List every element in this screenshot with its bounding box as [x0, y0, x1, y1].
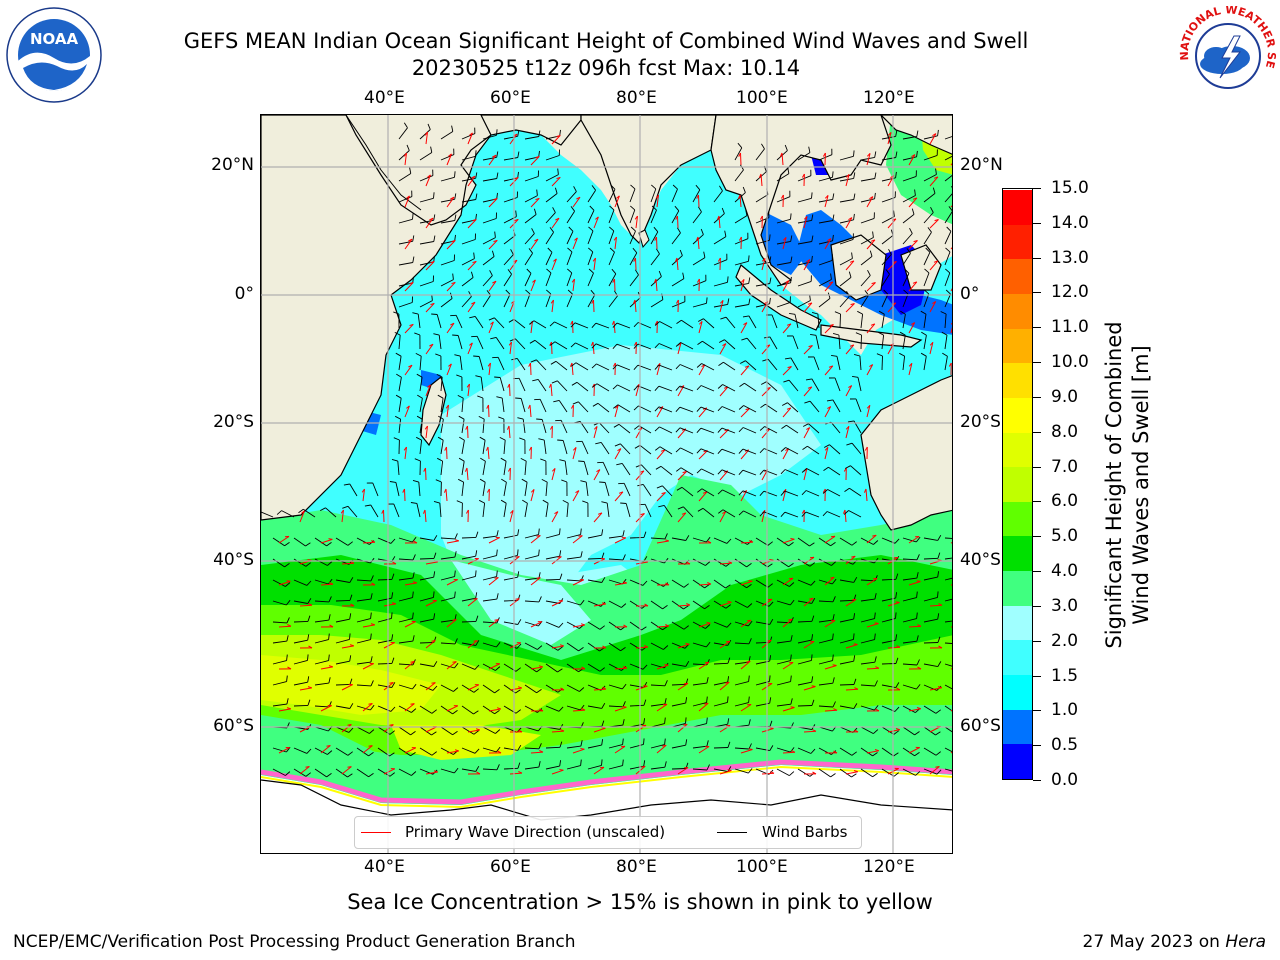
colorbar-segment	[1003, 674, 1032, 710]
noaa-logo-text: NOAA	[30, 30, 79, 48]
colorbar-tick	[1033, 292, 1041, 294]
colorbar-segment	[1003, 743, 1032, 779]
colorbar-tick-label: 10.0	[1051, 352, 1089, 373]
colorbar	[1002, 188, 1033, 780]
lon-label-bottom-60e: 60°E	[490, 857, 531, 877]
colorbar-segment	[1003, 432, 1032, 468]
map-panel	[260, 114, 953, 854]
lon-label-bottom-40e: 40°E	[364, 857, 405, 877]
colorbar-tick-label: 0.5	[1051, 735, 1079, 756]
lat-label-right-20n: 20°N	[960, 155, 1003, 175]
colorbar-tick	[1033, 431, 1041, 433]
colorbar-segment	[1003, 397, 1032, 433]
colorbar-tick-label: 1.0	[1051, 700, 1079, 721]
colorbar-tick	[1033, 327, 1041, 329]
colorbar-tick	[1033, 571, 1041, 573]
colorbar-tick	[1033, 640, 1041, 642]
lon-label-top-120e: 120°E	[863, 88, 915, 108]
lat-label-right-0: 0°	[960, 284, 980, 304]
colorbar-segment	[1003, 466, 1032, 502]
colorbar-segment	[1003, 535, 1032, 572]
colorbar-segment	[1003, 258, 1032, 294]
lon-label-bottom-100e: 100°E	[736, 857, 788, 877]
colorbar-title-line1: Significant Height of Combined	[1102, 321, 1126, 649]
colorbar-tick-label: 12.0	[1051, 282, 1089, 303]
colorbar-tick-label: 13.0	[1051, 247, 1089, 268]
lon-label-top-80e: 80°E	[616, 88, 657, 108]
colorbar-segment	[1003, 328, 1032, 364]
colorbar-segment	[1003, 224, 1032, 260]
lat-label-left-60s: 60°S	[213, 716, 254, 736]
wave-direction-legend-swatch	[361, 832, 391, 833]
colorbar-tick	[1033, 745, 1041, 747]
colorbar-tick-label: 0.0	[1051, 770, 1079, 790]
colorbar-tick-label: 15.0	[1051, 178, 1089, 198]
colorbar-tick-label: 9.0	[1051, 386, 1079, 407]
colorbar-segment	[1003, 362, 1032, 398]
colorbar-tick	[1033, 675, 1041, 677]
colorbar-title-line2: Wind Waves and Swell [m]	[1129, 345, 1153, 625]
colorbar-tick-label: 11.0	[1051, 317, 1089, 338]
lon-label-top-40e: 40°E	[364, 88, 405, 108]
colorbar-tick	[1033, 362, 1041, 364]
noaa-logo: NOAA	[5, 6, 103, 104]
wind-barbs-legend-label: Wind Barbs	[762, 823, 848, 841]
colorbar-segment	[1003, 709, 1032, 745]
colorbar-segment	[1003, 501, 1032, 537]
colorbar-tick-label: 6.0	[1051, 491, 1079, 512]
colorbar-tick	[1033, 466, 1041, 468]
map-title: GEFS MEAN Indian Ocean Significant Heigh…	[183, 29, 1029, 53]
colorbar-segment	[1003, 605, 1032, 641]
lon-label-bottom-80e: 80°E	[616, 857, 657, 877]
colorbar-tick-label: 4.0	[1051, 561, 1079, 582]
lat-label-left-20s: 20°S	[213, 412, 254, 432]
lon-label-top-60e: 60°E	[490, 88, 531, 108]
colorbar-tick-label: 8.0	[1051, 421, 1079, 442]
colorbar-tick	[1033, 257, 1041, 259]
wave-direction-legend-label: Primary Wave Direction (unscaled)	[405, 823, 666, 841]
footer-date-text: 27 May 2023 on	[1082, 932, 1220, 952]
map-subtitle: 20230525 t12z 096h fcst Max: 10.14	[411, 56, 801, 80]
wave-height-map	[261, 115, 952, 853]
wind-barbs-legend-swatch	[717, 832, 747, 833]
lon-label-bottom-120e: 120°E	[863, 857, 915, 877]
colorbar-tick-label: 3.0	[1051, 595, 1079, 616]
colorbar-tick	[1033, 188, 1041, 189]
colorbar-tick	[1033, 710, 1041, 712]
colorbar-tick-label: 14.0	[1051, 212, 1089, 233]
nws-logo: NATIONAL WEATHER SERVICE	[1174, 0, 1278, 106]
map-legend: Primary Wave Direction (unscaled) Wind B…	[354, 816, 862, 849]
grid-lines	[261, 115, 952, 853]
colorbar-tick	[1033, 605, 1041, 607]
colorbar-segment	[1003, 570, 1032, 606]
colorbar-tick	[1033, 536, 1041, 538]
lat-label-right-40s: 40°S	[960, 550, 1001, 570]
colorbar-segment	[1003, 293, 1032, 329]
colorbar-tick	[1033, 780, 1041, 781]
colorbar-segment	[1003, 639, 1032, 676]
lat-label-right-20s: 20°S	[960, 412, 1001, 432]
colorbar-tick-label: 2.0	[1051, 630, 1079, 651]
footer-date: 27 May 2023 on Hera	[1083, 932, 1267, 952]
colorbar-tick	[1033, 222, 1041, 224]
lat-label-left-0: 0°	[234, 284, 254, 304]
colorbar-tick	[1033, 396, 1041, 398]
colorbar-segment	[1003, 189, 1032, 225]
colorbar-tick-label: 5.0	[1051, 526, 1079, 547]
footer-host: Hera	[1225, 932, 1266, 952]
lat-label-right-60s: 60°S	[960, 716, 1001, 736]
lat-label-left-20n: 20°N	[211, 155, 254, 175]
colorbar-tick-label: 1.5	[1051, 665, 1079, 686]
footer-branch: NCEP/EMC/Verification Post Processing Pr…	[13, 932, 576, 952]
sea-ice-note: Sea Ice Concentration > 15% is shown in …	[347, 890, 933, 914]
colorbar-tick-label: 7.0	[1051, 456, 1079, 477]
lon-label-top-100e: 100°E	[736, 88, 788, 108]
lat-label-left-40s: 40°S	[213, 550, 254, 570]
colorbar-tick	[1033, 501, 1041, 503]
